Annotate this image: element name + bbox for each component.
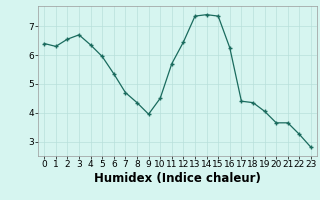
X-axis label: Humidex (Indice chaleur): Humidex (Indice chaleur) [94, 172, 261, 185]
